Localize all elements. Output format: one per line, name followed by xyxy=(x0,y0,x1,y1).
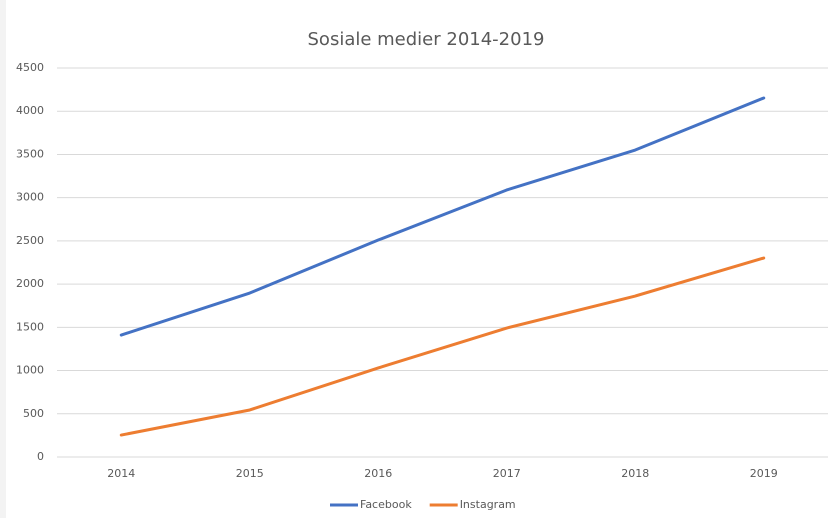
x-tick-label: 2015 xyxy=(236,467,264,480)
y-tick-label: 3000 xyxy=(16,191,44,204)
y-tick-label: 1500 xyxy=(16,320,44,333)
y-tick-label: 500 xyxy=(23,407,44,420)
y-tick-label: 2500 xyxy=(16,234,44,247)
y-tick-label: 0 xyxy=(37,450,44,463)
x-tick-label: 2019 xyxy=(750,467,778,480)
series-line xyxy=(119,256,766,437)
x-tick-label: 2017 xyxy=(493,467,521,480)
x-tick-label: 2016 xyxy=(364,467,392,480)
legend-label: Facebook xyxy=(360,498,412,511)
x-tick-label: 2014 xyxy=(107,467,135,480)
legend-label: Instagram xyxy=(460,498,516,511)
y-tick-label: 4000 xyxy=(16,104,44,117)
y-tick-label: 3500 xyxy=(16,147,44,160)
y-tick-label: 4500 xyxy=(16,61,44,74)
x-tick-label: 2018 xyxy=(621,467,649,480)
y-tick-label: 1000 xyxy=(16,364,44,377)
series-line xyxy=(119,96,766,337)
chart-title: Sosiale medier 2014-2019 xyxy=(308,29,545,50)
chart-area xyxy=(6,0,832,518)
y-tick-label: 2000 xyxy=(16,277,44,290)
